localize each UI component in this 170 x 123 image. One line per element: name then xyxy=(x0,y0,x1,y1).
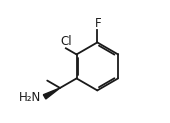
Text: H₂N: H₂N xyxy=(19,91,41,104)
Text: F: F xyxy=(95,16,101,30)
Polygon shape xyxy=(43,88,60,99)
Text: Cl: Cl xyxy=(60,35,72,48)
